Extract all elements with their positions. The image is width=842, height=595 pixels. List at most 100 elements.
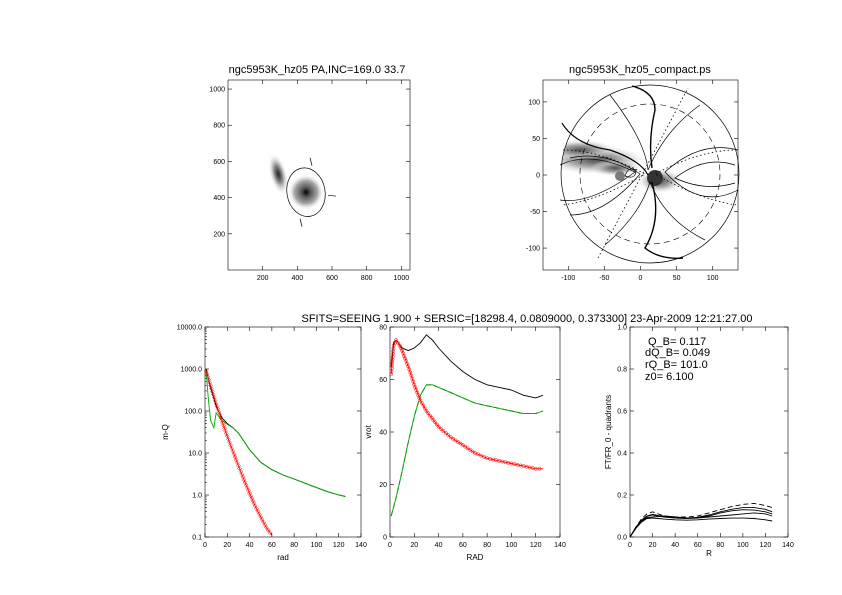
p1-content [267, 152, 337, 227]
p1-frame [227, 79, 411, 271]
p5-ticks: 0 20 40 60 80 100 120 140 0.0 0.2 0.4 0.6 0.8 1.0 [617, 325, 794, 550]
p3-xlabel: rad [277, 553, 289, 562]
p5-xtick-label: 40 [671, 542, 679, 549]
p4-series-3-point [389, 372, 394, 377]
p1-xtick-label: 1000 [394, 275, 410, 282]
p4-xtick-label: 40 [435, 542, 443, 549]
p5-xtick-label: 0 [628, 542, 632, 549]
p2-thin-lobe-top [609, 94, 701, 171]
p4-series-3-point [426, 411, 431, 416]
p4-frame [389, 326, 561, 538]
p1-xtick-label: 800 [361, 275, 373, 282]
p5-ytick-label: 0.2 [617, 493, 627, 500]
p4-series-3-point [391, 346, 396, 351]
p3-xtick-label: 0 [203, 542, 207, 549]
p2-frame [542, 79, 739, 271]
p4-series-3-point [389, 366, 394, 371]
p2-thin-lobe-left [559, 158, 636, 201]
p3-series-2-point [267, 530, 273, 535]
p5-xtick-label: 20 [649, 542, 657, 549]
p4-series-3-point [476, 452, 480, 457]
p2-xtick-label: -100 [561, 275, 575, 282]
p1-satellite-blob [267, 152, 289, 196]
p5-ytick-label: 0.0 [617, 535, 627, 542]
p5-ytick-label: 1.0 [617, 325, 627, 332]
p3-ytick-label: 1000.0 [181, 367, 203, 374]
p5-ytick-label: 0.6 [617, 409, 627, 416]
p4-series-0-line [390, 334, 544, 399]
p4-series-3-point [444, 431, 448, 435]
panel-contour-map: ngc5953K_hz05_compact.ps -100 -50 0 50 100-1… [526, 64, 740, 282]
panel-rotation-curve: 0 20 40 60 80 100 120 140 0 20 40 60 80 RAD vrot [364, 325, 566, 563]
p1-pa-mark-right [328, 194, 337, 197]
p1-fit-ellipse [286, 167, 326, 217]
p4-series-3-point [441, 429, 446, 433]
p2-ytick-label: 100 [528, 99, 540, 106]
p5-xlabel: R [706, 549, 712, 558]
p5-xtick-label: 120 [760, 542, 772, 549]
p1-ytick-label: 600 [213, 159, 225, 166]
p5-annotation-rqb: rQ_B= 101.0 [645, 359, 708, 371]
p3-xtick-label: 40 [246, 542, 254, 549]
p4-series-3-point [391, 352, 395, 356]
p5-annotation-z0: z0= 6.100 [645, 371, 694, 383]
p3-frame [204, 326, 362, 538]
p4-ytick-label: 40 [379, 430, 387, 437]
p2-inner-loop-left [624, 168, 637, 178]
p3-ytick-label: 10.0 [188, 451, 202, 458]
p4-ytick-label: 60 [379, 377, 387, 384]
p3-series-2-point [223, 428, 228, 434]
p3-series [203, 368, 346, 536]
p1-ytick-label: 800 [213, 123, 225, 130]
p4-series-3-point [391, 349, 396, 353]
p5-annotation-dqb: dQ_B= 0.049 [645, 347, 710, 359]
p2-xtick-label: 100 [707, 275, 719, 282]
p4-series-3-point [482, 455, 486, 459]
p4-series-2-line [390, 384, 544, 517]
p3-series-2-point [222, 425, 227, 431]
p4-series-3-point [436, 424, 441, 429]
p4-series-3-point [394, 338, 398, 342]
p4-xtick-label: 20 [410, 542, 418, 549]
p1-ytick-label: 200 [213, 231, 225, 238]
p3-xtick-label: 80 [290, 542, 298, 549]
info-line: SFITS=SEEING 1.900 + SERSIC=[18298.4, 0.… [301, 313, 752, 325]
p5-frame [629, 326, 789, 538]
p2-thick-contour-left [561, 122, 649, 176]
p3-series-1-line [205, 370, 346, 497]
p3-series-2-point [248, 493, 254, 499]
p3-series-2-point [250, 498, 256, 504]
p2-thin-lobe-right-inner [674, 161, 736, 187]
p5-xtick-label: 100 [737, 542, 749, 549]
p3-series-2-point [249, 495, 255, 501]
p4-ticks: 0 20 40 60 80 100 120 140 0 20 40 60 80 [379, 325, 566, 550]
p4-xtick-label: 0 [388, 542, 392, 549]
p4-series-3-point [433, 420, 437, 425]
p3-series-2-point [247, 490, 252, 496]
p4-series-3-point [429, 415, 434, 420]
p4-series-3-point [396, 340, 400, 345]
p5-series-1-line [629, 509, 773, 538]
p5-ylabel: FT/FR_0 - quadrants [604, 395, 613, 469]
p5-xtick-label: 140 [782, 542, 794, 549]
p3-ytick-label: 0.1 [192, 535, 202, 542]
panel-quadrants: 0 20 40 60 80 100 120 140 0.0 0.2 0.4 0.6 0.8 1.0 Q_B… [604, 325, 794, 559]
p5-xtick-label: 60 [694, 542, 702, 549]
p2-thin-lobe-bottom [604, 180, 706, 246]
p4-ytick-label: 0 [383, 535, 387, 542]
p4-xtick-label: 80 [483, 542, 491, 549]
p1-main-blob [288, 174, 324, 211]
p2-ytick-label: 50 [532, 136, 540, 143]
p2-xtick-label: 0 [639, 275, 643, 282]
p1-ytick-label: 1000 [209, 87, 225, 94]
p3-ytick-label: 10000.0 [177, 325, 202, 332]
p3-series-2-point [219, 417, 225, 423]
p2-thick-contour-top [631, 85, 656, 169]
p4-series-3-point [390, 363, 394, 368]
p3-xtick-label: 60 [268, 542, 276, 549]
p3-ytick-label: 100.0 [184, 409, 202, 416]
p4-xtick-label: 140 [554, 542, 566, 549]
p5-ytick-label: 0.8 [617, 367, 627, 374]
p4-ytick-label: 20 [379, 482, 387, 489]
p3-series-2-point [265, 527, 271, 533]
